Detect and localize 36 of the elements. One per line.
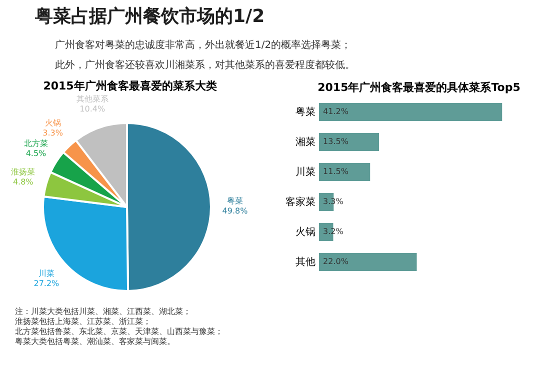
y-tick-label: 火锅	[296, 226, 316, 238]
y-tick-label: 湘菜	[296, 136, 316, 148]
slice-label: 粤菜	[227, 196, 243, 206]
data-label: 49.8%	[222, 206, 248, 216]
y-tick-label: 客家菜	[286, 196, 316, 208]
chart-title: 2015年广州食客最喜爱的菜系大类	[43, 80, 217, 93]
y-tick-label: 粤菜	[296, 106, 316, 118]
data-label: 3.3%	[42, 128, 64, 138]
text: 粤菜大类包括粤菜、潮汕菜、客家菜与闽菜。	[15, 337, 175, 346]
slice-label: 川菜	[38, 268, 54, 278]
text: 淮扬菜包括上海菜、江苏菜、浙江菜；	[15, 317, 151, 326]
y-tick-label: 川菜	[296, 166, 316, 178]
text: 此外，广州食客还较喜欢川湘菜系，对其他菜系的喜爱程度都较低。	[55, 59, 355, 71]
text: 北方菜包括鲁菜、东北菜、京菜、天津菜、山西菜与豫菜；	[15, 327, 223, 336]
data-label: 3.2%	[323, 227, 344, 236]
data-label: 13.5%	[323, 137, 349, 146]
bar	[319, 133, 379, 151]
data-label: 22.0%	[323, 257, 349, 266]
data-label: 4.8%	[12, 178, 34, 187]
y-tick-label: 其他	[296, 256, 316, 268]
slice-label: 其他菜系	[76, 94, 108, 104]
slice-label: 淮扬菜	[11, 168, 36, 177]
text: 注：川菜大类包括川菜、湘菜、江西菜、湖北菜；	[15, 307, 191, 316]
data-label: 27.2%	[34, 278, 60, 288]
bar	[319, 163, 370, 181]
slice-label: 火锅	[44, 118, 61, 128]
text: 粤菜占据广州餐饮市场的1/2	[34, 6, 265, 27]
bar	[319, 103, 502, 121]
text: 广州食客对粤菜的忠诚度非常高，外出就餐近1/2的概率选择粤菜；	[55, 39, 352, 51]
data-label: 41.2%	[323, 107, 349, 116]
data-label: 10.4%	[80, 104, 106, 114]
bar	[319, 253, 417, 271]
slice-label: 北方菜	[24, 138, 48, 148]
data-label: 11.5%	[323, 167, 349, 176]
chart-title: 2015年广州食客最喜爱的具体菜系Top5	[318, 81, 520, 94]
data-label: 4.5%	[26, 148, 47, 158]
